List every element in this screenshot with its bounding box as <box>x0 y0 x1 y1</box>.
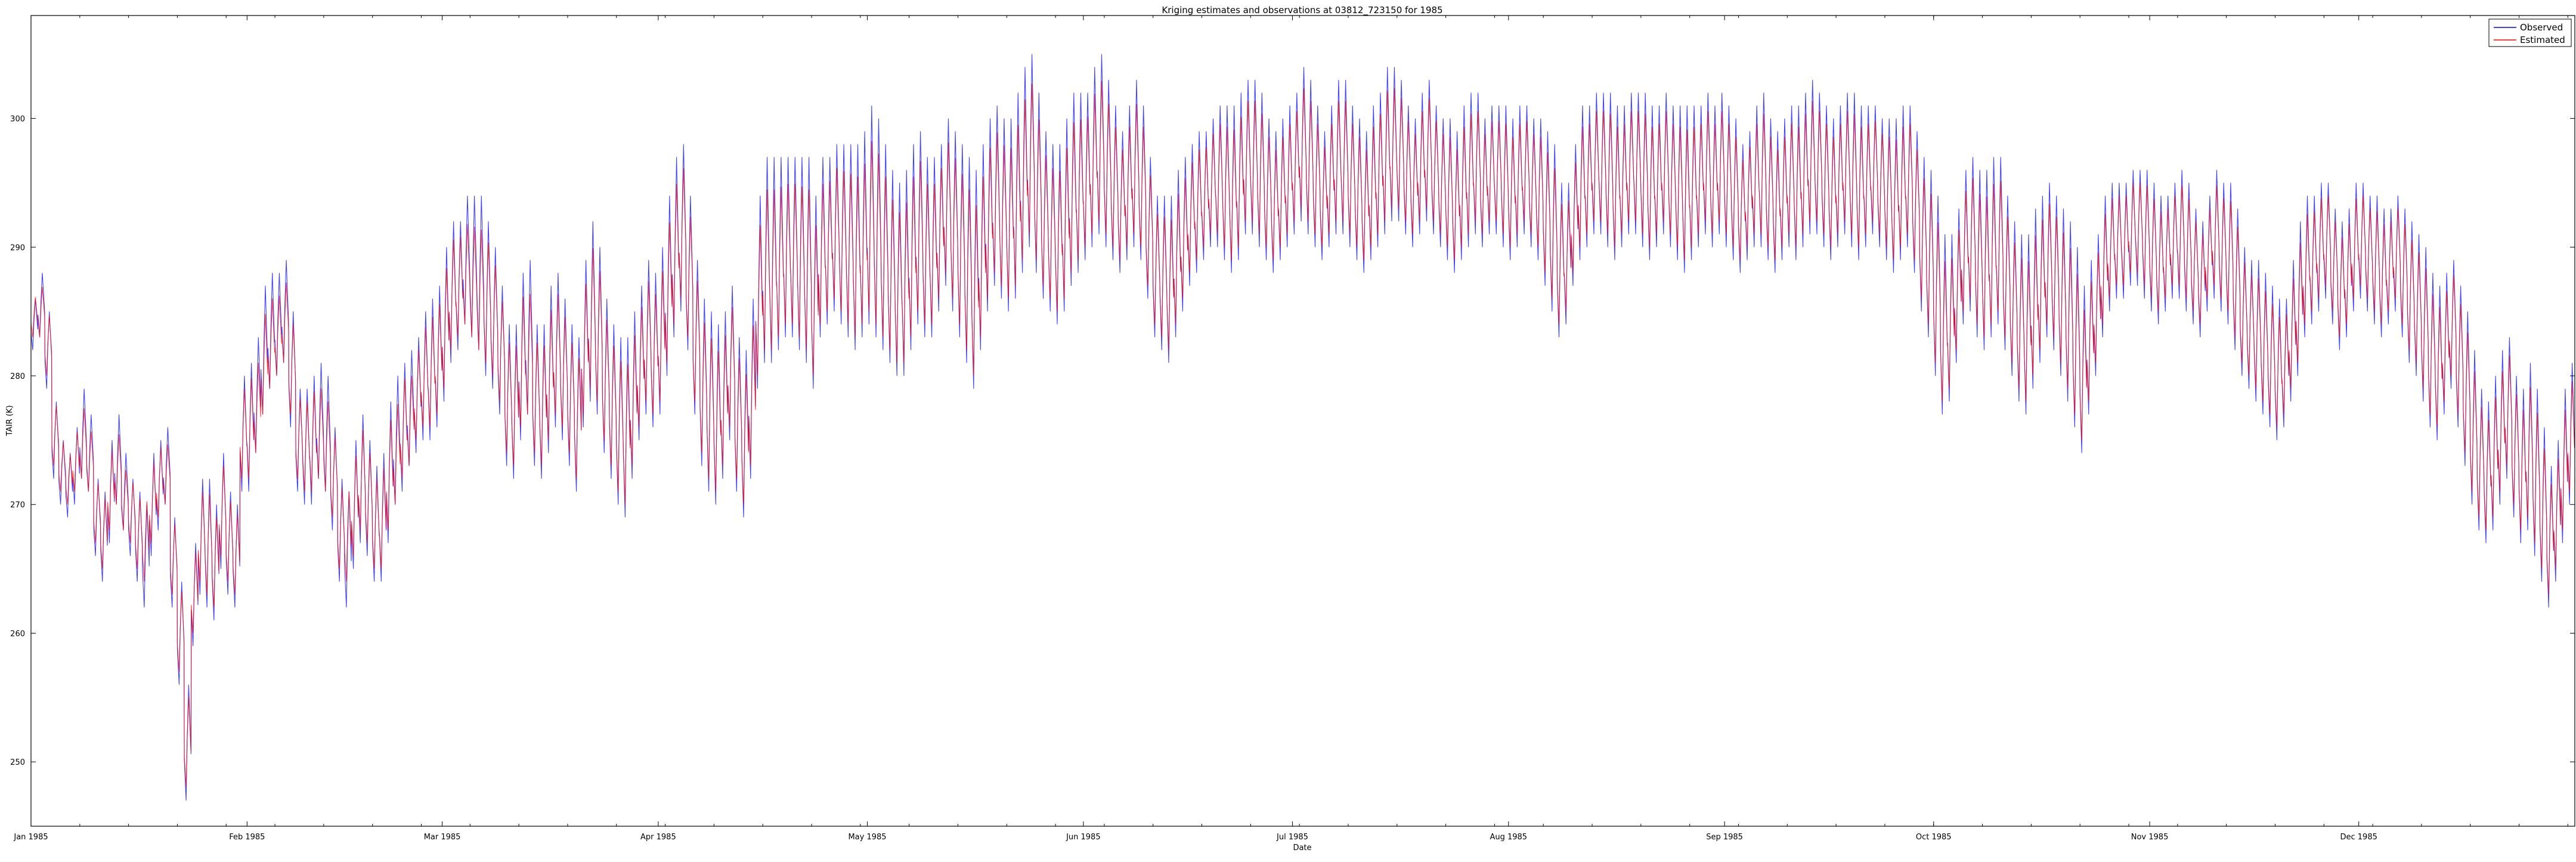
y-axis-ticks: 250 260 270 280 290 300 <box>10 115 2575 767</box>
y-axis-label: TAIR (K) <box>5 405 14 437</box>
x-tick-label: Nov 1985 <box>2131 833 2169 842</box>
axes-frame <box>30 15 2575 827</box>
legend-label-estimated: Estimated <box>2520 35 2565 45</box>
y-tick-label: 300 <box>10 115 25 124</box>
y-tick-label: 270 <box>10 501 25 510</box>
x-tick-label: Feb 1985 <box>229 833 265 842</box>
legend-label-observed: Observed <box>2520 22 2563 33</box>
x-tick-label: Apr 1985 <box>640 833 676 842</box>
y-tick-label: 250 <box>10 758 25 767</box>
x-axis-ticks: Jan 1985 Feb 1985 Mar 1985 Apr 1985 May 1985… <box>13 16 2568 842</box>
x-tick-label: Aug 1985 <box>1490 833 1527 842</box>
y-tick-label: 260 <box>10 629 25 638</box>
x-tick-label: Jan 1985 <box>13 833 48 842</box>
x-tick-label: Jun 1985 <box>1066 833 1101 842</box>
legend-box <box>2488 18 2572 47</box>
x-tick-label: Jul 1985 <box>1276 833 1308 842</box>
series-estimated-line <box>30 81 2575 788</box>
x-axis-label: Date <box>1293 844 1311 852</box>
x-tick-label: Mar 1985 <box>424 833 461 842</box>
y-tick-label: 280 <box>10 372 25 381</box>
x-tick-label: Sep 1985 <box>1706 833 1743 842</box>
chart-title: Kriging estimates and observations at 03… <box>1162 5 1442 16</box>
x-tick-label: Dec 1985 <box>2340 833 2377 842</box>
x-tick-label: Oct 1985 <box>1916 833 1952 842</box>
y-tick-label: 290 <box>10 243 25 252</box>
x-tick-label: May 1985 <box>848 833 886 842</box>
estimated-line-path <box>30 81 2575 788</box>
chart-legend: Observed Estimated <box>2488 18 2572 47</box>
